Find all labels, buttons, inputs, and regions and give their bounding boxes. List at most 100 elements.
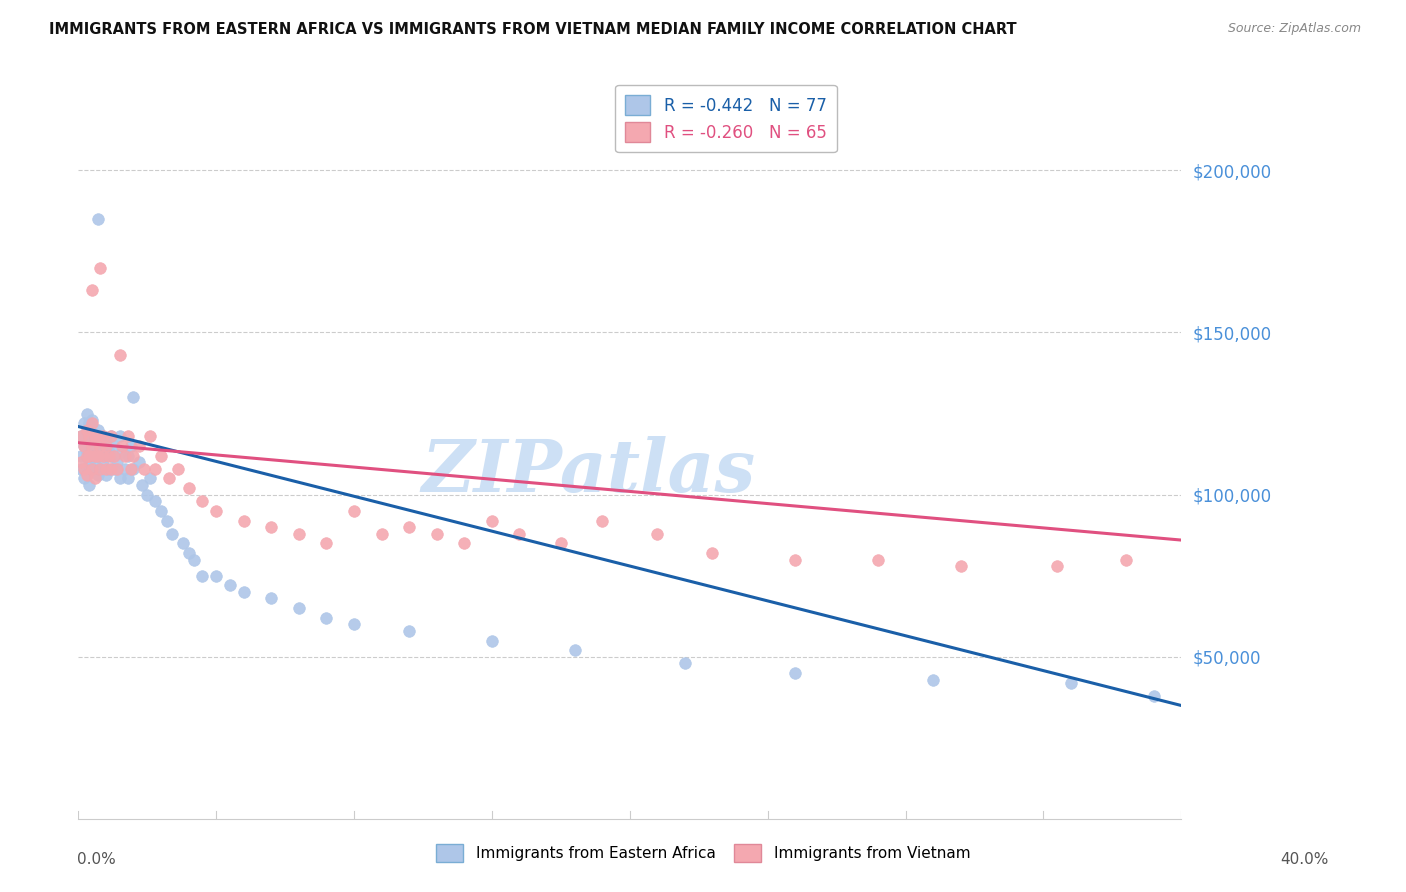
Point	[80, 413, 103, 427]
Point	[288, 601, 311, 615]
Point	[591, 514, 613, 528]
Text: 40.0%: 40.0%	[1281, 852, 1329, 867]
Point	[105, 455, 128, 469]
Point	[89, 439, 111, 453]
Point	[1060, 675, 1083, 690]
Point	[114, 449, 136, 463]
Point	[76, 449, 98, 463]
Point	[83, 429, 105, 443]
Point	[702, 546, 724, 560]
Text: Source: ZipAtlas.com: Source: ZipAtlas.com	[1227, 22, 1361, 36]
Point	[80, 429, 103, 443]
Point	[232, 585, 254, 599]
Point	[97, 461, 120, 475]
Point	[80, 461, 103, 475]
Point	[80, 417, 103, 431]
Point	[550, 536, 572, 550]
Point	[183, 552, 205, 566]
Text: IMMIGRANTS FROM EASTERN AFRICA VS IMMIGRANTS FROM VIETNAM MEDIAN FAMILY INCOME C: IMMIGRANTS FROM EASTERN AFRICA VS IMMIGR…	[49, 22, 1017, 37]
Point	[343, 504, 366, 518]
Point	[73, 439, 96, 453]
Point	[94, 433, 117, 447]
Point	[80, 439, 103, 453]
Point	[122, 461, 145, 475]
Point	[79, 435, 101, 450]
Point	[91, 439, 114, 453]
Point	[288, 526, 311, 541]
Point	[108, 429, 131, 443]
Point	[315, 611, 337, 625]
Point	[117, 471, 139, 485]
Point	[80, 449, 103, 463]
Point	[73, 417, 96, 431]
Point	[139, 429, 162, 443]
Point	[128, 455, 150, 469]
Point	[79, 478, 101, 492]
Legend: R = -0.442   N = 77, R = -0.260   N = 65: R = -0.442 N = 77, R = -0.260 N = 65	[616, 85, 837, 153]
Point	[91, 458, 114, 473]
Point	[260, 520, 283, 534]
Legend: Immigrants from Eastern Africa, Immigrants from Vietnam: Immigrants from Eastern Africa, Immigran…	[430, 838, 976, 868]
Point	[89, 461, 111, 475]
Point	[139, 471, 162, 485]
Point	[191, 494, 214, 508]
Point	[647, 526, 669, 541]
Point	[105, 461, 128, 475]
Point	[70, 449, 93, 463]
Point	[94, 468, 117, 483]
Point	[315, 536, 337, 550]
Point	[136, 488, 159, 502]
Point	[117, 429, 139, 443]
Point	[83, 458, 105, 473]
Point	[481, 514, 503, 528]
Point	[114, 461, 136, 475]
Point	[89, 445, 111, 459]
Point	[111, 439, 134, 453]
Point	[160, 526, 183, 541]
Point	[343, 617, 366, 632]
Point	[122, 390, 145, 404]
Point	[86, 429, 108, 443]
Point	[205, 568, 228, 582]
Point	[79, 449, 101, 463]
Point	[97, 449, 120, 463]
Point	[73, 439, 96, 453]
Point	[673, 657, 696, 671]
Point	[177, 546, 200, 560]
Point	[205, 504, 228, 518]
Point	[100, 429, 122, 443]
Point	[1115, 552, 1137, 566]
Point	[86, 449, 108, 463]
Point	[122, 449, 145, 463]
Point	[177, 481, 200, 495]
Point	[370, 526, 392, 541]
Point	[76, 425, 98, 440]
Point	[83, 429, 105, 443]
Point	[76, 407, 98, 421]
Point	[785, 552, 807, 566]
Point	[83, 449, 105, 463]
Text: ZIPatlas: ZIPatlas	[422, 436, 755, 508]
Point	[83, 439, 105, 453]
Point	[70, 429, 93, 443]
Point	[103, 461, 125, 475]
Point	[145, 494, 167, 508]
Point	[157, 471, 180, 485]
Point	[70, 429, 93, 443]
Point	[120, 461, 142, 475]
Point	[117, 449, 139, 463]
Point	[1143, 689, 1166, 703]
Point	[866, 552, 889, 566]
Point	[100, 429, 122, 443]
Point	[145, 461, 167, 475]
Point	[131, 478, 153, 492]
Point	[70, 455, 93, 469]
Point	[100, 449, 122, 463]
Point	[481, 633, 503, 648]
Point	[150, 449, 173, 463]
Point	[89, 429, 111, 443]
Point	[508, 526, 530, 541]
Point	[191, 568, 214, 582]
Point	[94, 461, 117, 475]
Point	[103, 449, 125, 463]
